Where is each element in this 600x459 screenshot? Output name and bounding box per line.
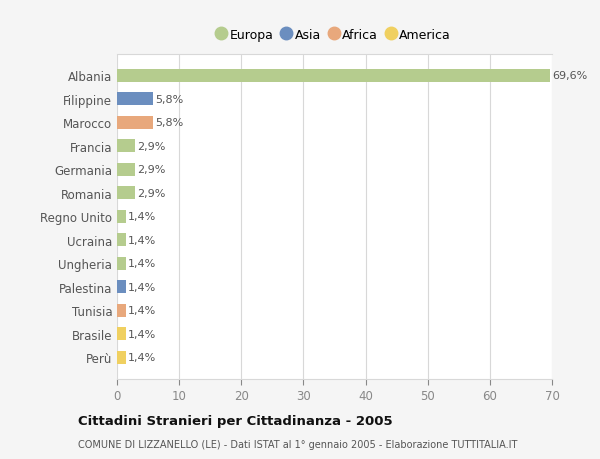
Bar (117, 351, 126, 364)
Bar (117, 304, 126, 317)
Text: 5,8%: 5,8% (155, 95, 184, 105)
Text: 5,8%: 5,8% (155, 118, 184, 128)
Bar (117, 70, 550, 83)
Bar (117, 257, 126, 270)
Text: 1,4%: 1,4% (128, 353, 157, 363)
Bar (117, 281, 126, 294)
Text: 1,4%: 1,4% (128, 282, 157, 292)
Bar (117, 234, 126, 247)
Text: COMUNE DI LIZZANELLO (LE) - Dati ISTAT al 1° gennaio 2005 - Elaborazione TUTTITA: COMUNE DI LIZZANELLO (LE) - Dati ISTAT a… (78, 440, 517, 449)
Bar (117, 328, 126, 341)
Text: 1,4%: 1,4% (128, 259, 157, 269)
Text: 2,9%: 2,9% (137, 141, 166, 151)
Bar (117, 210, 126, 224)
Text: 2,9%: 2,9% (137, 165, 166, 175)
Legend: Europa, Asia, Africa, America: Europa, Asia, Africa, America (214, 25, 455, 45)
Text: 2,9%: 2,9% (137, 189, 166, 198)
Bar (117, 93, 153, 106)
Text: 1,4%: 1,4% (128, 306, 157, 316)
Text: Cittadini Stranieri per Cittadinanza - 2005: Cittadini Stranieri per Cittadinanza - 2… (78, 414, 392, 428)
Text: 1,4%: 1,4% (128, 235, 157, 245)
Text: 1,4%: 1,4% (128, 329, 157, 339)
Text: 1,4%: 1,4% (128, 212, 157, 222)
Bar (117, 140, 135, 153)
Bar (117, 163, 135, 176)
Bar (117, 117, 153, 129)
Bar (117, 187, 135, 200)
Text: 69,6%: 69,6% (552, 71, 587, 81)
